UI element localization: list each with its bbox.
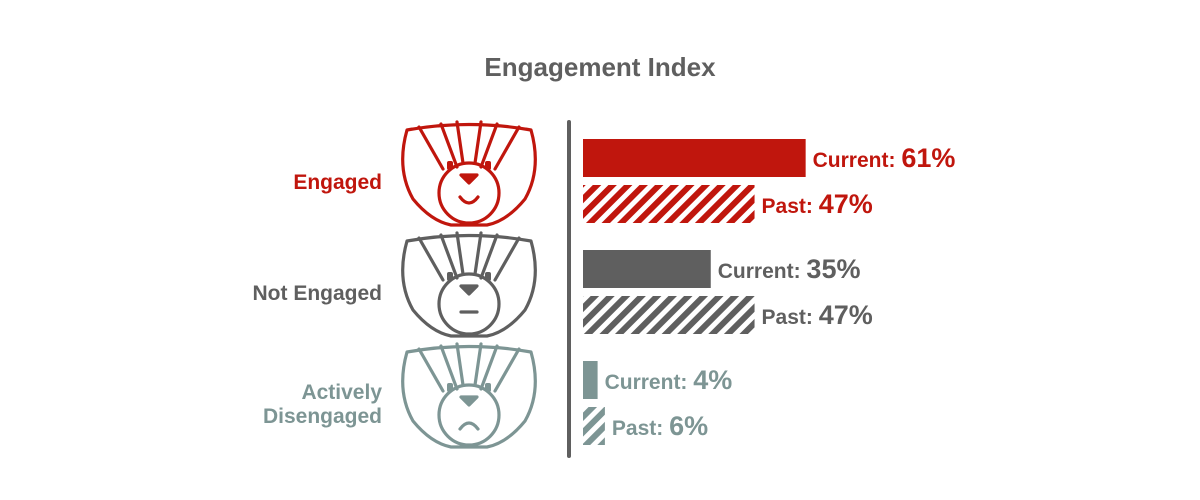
- row-not-engaged: Not Engaged Current: 35% Past: 47%: [253, 231, 873, 338]
- category-label: Not Engaged: [253, 282, 383, 305]
- value-label-current: Current: 61%: [813, 143, 956, 173]
- row-engaged: Engaged Current: 61% Past: 47%: [293, 120, 956, 227]
- value-number: 47%: [819, 189, 873, 219]
- value-number: 4%: [693, 365, 732, 395]
- value-prefix: Past:: [612, 417, 669, 440]
- value-label-current: Current: 4%: [605, 365, 733, 395]
- value-label-past: Past: 47%: [762, 300, 873, 330]
- row-actively-disengaged: Actively Disengaged Current: 4% Past: 6%: [263, 342, 733, 449]
- bar-past: [583, 407, 605, 445]
- value-label-current: Current: 35%: [718, 254, 861, 284]
- value-prefix: Past:: [762, 195, 819, 218]
- value-prefix: Current:: [813, 149, 902, 172]
- value-number: 47%: [819, 300, 873, 330]
- category-label: Engaged: [293, 171, 382, 194]
- value-number: 6%: [669, 411, 708, 441]
- value-number: 61%: [901, 143, 955, 173]
- value-prefix: Current:: [718, 260, 807, 283]
- value-label-past: Past: 47%: [762, 189, 873, 219]
- happy-badger-face-icon: [401, 120, 537, 227]
- bar-past: [583, 296, 755, 334]
- bar-current: [583, 361, 598, 399]
- bar-current: [583, 250, 711, 288]
- value-prefix: Current:: [605, 371, 694, 394]
- value-label-past: Past: 6%: [612, 411, 708, 441]
- bar-past: [583, 185, 755, 223]
- category-label: Actively Disengaged: [263, 381, 382, 428]
- neutral-badger-face-icon: [401, 231, 537, 338]
- value-prefix: Past:: [762, 306, 819, 329]
- chart-title: Engagement Index: [484, 52, 716, 82]
- value-number: 35%: [806, 254, 860, 284]
- bar-current: [583, 139, 806, 177]
- sad-badger-face-icon: [401, 342, 537, 449]
- chart-rows: Engaged Current: 61% Past: 47% Not Engaged C…: [253, 120, 956, 449]
